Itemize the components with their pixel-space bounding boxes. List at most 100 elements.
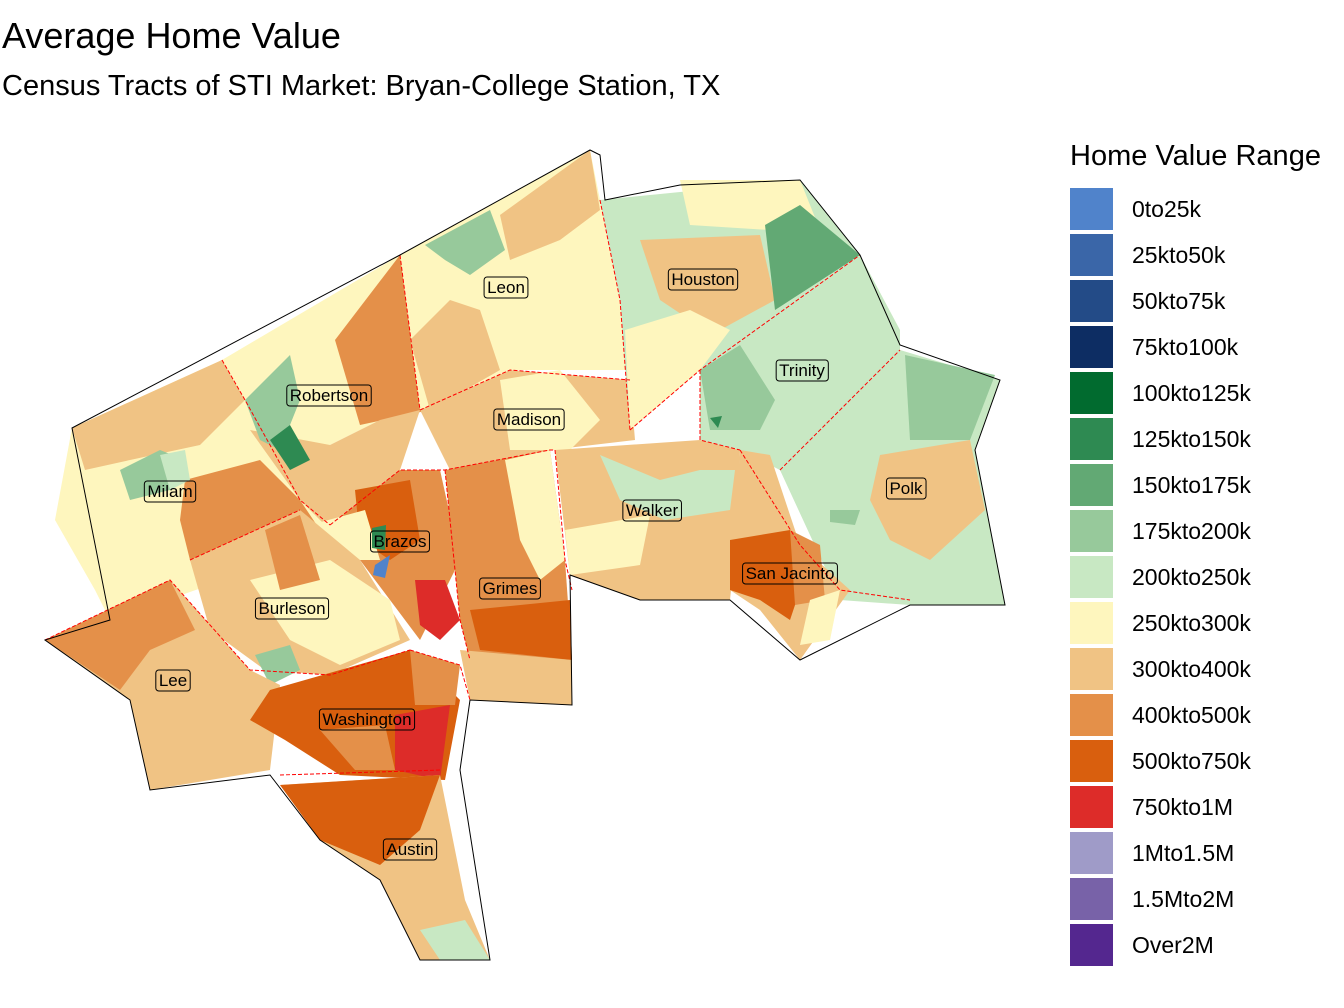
county-labels: Leon Houston Robertson Trinity Madison Milam P… [143, 268, 927, 861]
market-outline [43, 149, 1006, 961]
county-name: San Jacinto [746, 564, 835, 583]
legend-item: 1Mto1.5M [1070, 830, 1321, 876]
tract-leon-sw [410, 300, 500, 410]
legend-swatch [1070, 510, 1113, 552]
legend-item: 750kto1M [1070, 784, 1321, 830]
county-label: Robertson [286, 384, 372, 407]
tract-fills [45, 150, 1005, 960]
county-label-box [493, 408, 565, 431]
legend-item: 0to25k [1070, 186, 1321, 232]
legend-swatch [1070, 188, 1113, 230]
county-label-box [667, 268, 739, 291]
legend-label: 25kto50k [1132, 241, 1226, 268]
tract-milam-north [72, 360, 245, 470]
legend-swatch [1070, 832, 1113, 874]
legend-swatch [1070, 556, 1113, 598]
legend-swatch [1070, 740, 1113, 782]
legend: Home Value Range 0to25k 25kto50k 50kto75k 7… [1070, 136, 1321, 968]
tract-burleson-orange [265, 515, 320, 590]
county-name: Robertson [290, 386, 368, 405]
county-label: Austin [382, 838, 438, 861]
legend-label: 0to25k [1132, 195, 1202, 222]
tract-trinity-green [700, 345, 775, 430]
tract-robertson-dkgreen [270, 425, 310, 470]
legend-swatch [1070, 924, 1113, 966]
legend-item: 100kto125k [1070, 370, 1321, 416]
county-name: Walker [626, 501, 679, 520]
county-label: Washington [318, 708, 416, 731]
tract-washington-mid [320, 725, 395, 770]
county-name: Leon [487, 278, 525, 297]
tract-walker-green [600, 455, 735, 520]
legend-label: 200kto250k [1132, 563, 1251, 590]
county-label-box [370, 530, 430, 553]
legend-label: 125kto150k [1132, 425, 1251, 452]
legend-swatch [1070, 878, 1113, 920]
county-label-box [622, 499, 682, 522]
legend-item: 400kto500k [1070, 692, 1321, 738]
legend-label: 1.5Mto2M [1132, 885, 1235, 912]
tract-houston-ne [765, 205, 860, 310]
legend-item: 500kto750k [1070, 738, 1321, 784]
tract-washington-red [395, 705, 450, 780]
county-label: Burleson [254, 597, 330, 620]
county-label: Lee [155, 669, 191, 692]
legend-item: 200kto250k [1070, 554, 1321, 600]
tract-burleson-green [255, 645, 300, 685]
legend-items: 0to25k 25kto50k 50kto75k 75kto100k 100kto125… [1070, 186, 1321, 968]
county-label-box [143, 480, 197, 503]
legend-label: 50kto75k [1132, 287, 1226, 314]
legend-item: 300kto400k [1070, 646, 1321, 692]
legend-item: 75kto100k [1070, 324, 1321, 370]
legend-label: 150kto175k [1132, 471, 1251, 498]
tract-washington-ne [410, 650, 460, 705]
tract-houston-center [640, 235, 775, 330]
county-label-box [254, 597, 330, 620]
county-label: Madison [493, 408, 565, 431]
legend-item: 50kto75k [1070, 278, 1321, 324]
county-label: Milam [143, 480, 197, 503]
county-label-box [479, 577, 541, 600]
tract-lee-orange [45, 580, 195, 690]
tract-brazos-blue [373, 555, 390, 578]
county-label-box [155, 669, 191, 692]
legend-item: 25kto50k [1070, 232, 1321, 278]
legend-label: 400kto500k [1132, 701, 1251, 728]
county-label: Houston [667, 268, 739, 291]
legend-swatch [1070, 234, 1113, 276]
county-label-box [483, 276, 529, 299]
county-name: Milam [147, 482, 192, 501]
county-name: Burleson [258, 599, 325, 618]
legend-swatch [1070, 602, 1113, 644]
county-label: Trinity [775, 359, 829, 382]
legend-label: Over2M [1132, 931, 1214, 958]
county-label-box [318, 708, 416, 731]
legend-label: 75kto100k [1132, 333, 1239, 360]
tract-trinity-dk [710, 416, 722, 428]
tract-grimes-orange [470, 600, 572, 660]
chart-subtitle: Census Tracts of STI Market: Bryan-Colle… [2, 70, 721, 102]
legend-swatch [1070, 418, 1113, 460]
legend-item: 175kto200k [1070, 508, 1321, 554]
county-name: Trinity [779, 361, 825, 380]
tract-robertson-green [245, 355, 300, 450]
county-name: Austin [386, 840, 433, 859]
county-label: Walker [622, 499, 682, 522]
county-label: San Jacinto [742, 562, 838, 585]
legend-swatch [1070, 326, 1113, 368]
county-name: Houston [671, 270, 734, 289]
county-name: Washington [322, 710, 411, 729]
county-label-box [775, 359, 829, 382]
choropleth-map: Leon Houston Robertson Trinity Madison Milam P… [43, 149, 1006, 961]
county-label: Grimes [479, 577, 541, 600]
tract-brazos-red [415, 580, 460, 640]
county-name: Madison [497, 410, 561, 429]
tract-austin-orange [280, 775, 440, 865]
legend-label: 500kto750k [1132, 747, 1251, 774]
legend-label: 300kto400k [1132, 655, 1251, 682]
tract-walker-light [565, 515, 650, 575]
legend-label: 1Mto1.5M [1132, 839, 1235, 866]
tract-grimes-south [460, 650, 572, 705]
county-name: Brazos [374, 532, 427, 551]
county-label-box [742, 562, 838, 585]
